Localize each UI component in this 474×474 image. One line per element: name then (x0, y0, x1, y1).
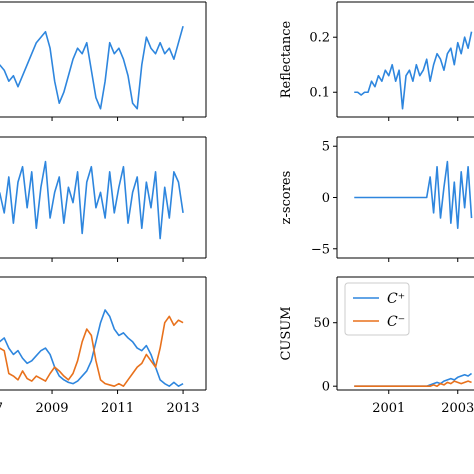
data-line (354, 31, 473, 110)
panel (0, 1, 207, 121)
x-tick-label: 2013 (167, 401, 200, 416)
panel (0, 136, 207, 262)
y-tick-label: 0 (322, 380, 330, 395)
x-tick-label: 2007 (0, 401, 3, 416)
data-line (0, 309, 184, 387)
panel: −5 0 5 z-scores (279, 136, 474, 262)
data-line (354, 380, 472, 387)
data-line (354, 160, 473, 230)
x-tick-label: 2009 (35, 401, 68, 416)
y-tick-label: −5 (311, 242, 330, 257)
y-tick-label: 0 (322, 191, 330, 206)
data-line (354, 372, 473, 387)
legend: C⁺ C⁻ (344, 282, 410, 336)
legend-box (344, 282, 410, 336)
panel: 2001 2003 0 50 CUSUM C⁺ C⁻ (279, 276, 474, 416)
y-tick-label: 5 (322, 140, 330, 155)
data-line (0, 25, 184, 110)
y-tick-label: 0.1 (309, 86, 330, 101)
x-tick-label: 2011 (101, 401, 134, 416)
y-tick-label: 0.2 (309, 31, 330, 46)
y-tick-label: 50 (313, 316, 330, 331)
data-line (0, 160, 184, 240)
x-tick-label: 2003 (441, 401, 474, 416)
data-line (0, 315, 184, 387)
legend-label: C⁻ (387, 314, 405, 330)
x-tick-label: 2001 (372, 401, 405, 416)
panel: 2007 2009 2011 2013 (0, 276, 207, 416)
y-axis-label: Reflectance (279, 20, 294, 98)
y-axis-label: CUSUM (279, 306, 294, 360)
panel: 0.1 0.2 Reflectance (279, 1, 474, 121)
legend-label: C⁺ (387, 291, 405, 307)
y-axis-label: z-scores (279, 171, 294, 225)
